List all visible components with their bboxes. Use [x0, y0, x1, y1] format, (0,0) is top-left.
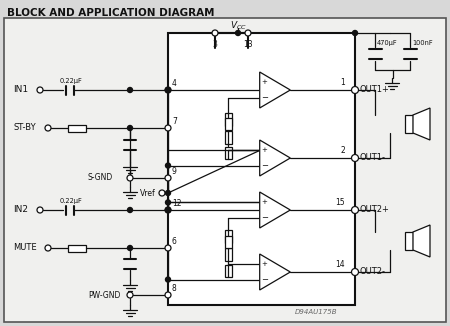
- Text: −: −: [261, 275, 268, 284]
- Text: 1: 1: [340, 78, 345, 87]
- Bar: [225, 112, 231, 126]
- Text: 14: 14: [335, 260, 345, 269]
- Text: $V_{CC}$: $V_{CC}$: [230, 20, 247, 32]
- Circle shape: [45, 245, 51, 251]
- Text: IN2: IN2: [13, 205, 28, 215]
- Text: ST-BY: ST-BY: [13, 124, 36, 132]
- Text: OUT2+: OUT2+: [360, 205, 390, 215]
- Text: Vref: Vref: [140, 188, 156, 198]
- Text: 0.22μF: 0.22μF: [60, 78, 83, 84]
- Circle shape: [37, 207, 43, 213]
- Text: 470μF: 470μF: [377, 40, 398, 46]
- Circle shape: [166, 208, 171, 213]
- Polygon shape: [260, 254, 290, 290]
- Text: 2: 2: [340, 146, 345, 155]
- Bar: [405, 232, 413, 250]
- Text: 15: 15: [335, 198, 345, 207]
- Circle shape: [212, 30, 218, 36]
- Circle shape: [166, 87, 171, 93]
- Text: 6: 6: [172, 237, 177, 246]
- Circle shape: [166, 277, 171, 282]
- Circle shape: [166, 200, 171, 205]
- Circle shape: [351, 206, 359, 214]
- Circle shape: [127, 87, 132, 93]
- Circle shape: [165, 292, 171, 298]
- Circle shape: [351, 86, 359, 94]
- Bar: [225, 130, 231, 143]
- Text: D94AU175B: D94AU175B: [295, 309, 338, 315]
- Text: 9: 9: [172, 167, 177, 176]
- Bar: [225, 247, 231, 260]
- Circle shape: [127, 175, 133, 181]
- Circle shape: [351, 155, 359, 161]
- Text: −: −: [261, 213, 268, 222]
- Bar: [168, 33, 355, 305]
- Bar: [225, 236, 231, 248]
- Circle shape: [127, 245, 132, 250]
- Text: −: −: [261, 93, 268, 102]
- Circle shape: [127, 292, 133, 298]
- Polygon shape: [260, 72, 290, 108]
- Circle shape: [352, 31, 357, 36]
- Circle shape: [166, 87, 171, 93]
- Circle shape: [127, 126, 132, 130]
- Circle shape: [351, 269, 359, 275]
- Text: +: +: [262, 147, 268, 154]
- Bar: [225, 265, 231, 277]
- Text: OUT2-: OUT2-: [360, 268, 386, 276]
- Circle shape: [159, 190, 165, 196]
- Polygon shape: [260, 192, 290, 228]
- Text: 3: 3: [212, 40, 217, 49]
- Bar: [225, 230, 231, 243]
- Bar: [225, 147, 231, 159]
- Text: 8: 8: [172, 284, 177, 293]
- Text: −: −: [261, 161, 268, 170]
- Text: 7: 7: [172, 117, 177, 126]
- Bar: [225, 118, 231, 130]
- Circle shape: [166, 208, 171, 213]
- Text: 12: 12: [172, 199, 181, 208]
- Text: 13: 13: [243, 40, 253, 49]
- Text: MUTE: MUTE: [13, 244, 36, 253]
- Circle shape: [166, 190, 171, 196]
- Polygon shape: [413, 225, 430, 257]
- Circle shape: [235, 31, 240, 36]
- Circle shape: [165, 87, 171, 93]
- Text: +: +: [262, 80, 268, 85]
- Circle shape: [165, 125, 171, 131]
- Polygon shape: [413, 108, 430, 140]
- Circle shape: [245, 30, 251, 36]
- Bar: [68, 125, 86, 131]
- Text: +: +: [262, 261, 268, 267]
- Circle shape: [127, 208, 132, 213]
- Text: BLOCK AND APPLICATION DIAGRAM: BLOCK AND APPLICATION DIAGRAM: [7, 8, 215, 18]
- Text: PW-GND: PW-GND: [88, 290, 121, 300]
- Text: S-GND: S-GND: [88, 173, 113, 183]
- Bar: [68, 244, 86, 251]
- Polygon shape: [260, 140, 290, 176]
- Circle shape: [166, 163, 171, 168]
- Circle shape: [37, 87, 43, 93]
- Text: OUT1-: OUT1-: [360, 154, 386, 162]
- Bar: [405, 115, 413, 133]
- Text: 4: 4: [172, 79, 177, 88]
- Text: +: +: [262, 200, 268, 205]
- Circle shape: [45, 125, 51, 131]
- Circle shape: [165, 207, 171, 213]
- Text: OUT1+: OUT1+: [360, 85, 390, 95]
- Circle shape: [165, 245, 171, 251]
- Text: 0.22μF: 0.22μF: [60, 198, 83, 204]
- Text: IN1: IN1: [13, 85, 28, 95]
- Text: 100nF: 100nF: [412, 40, 432, 46]
- Circle shape: [165, 175, 171, 181]
